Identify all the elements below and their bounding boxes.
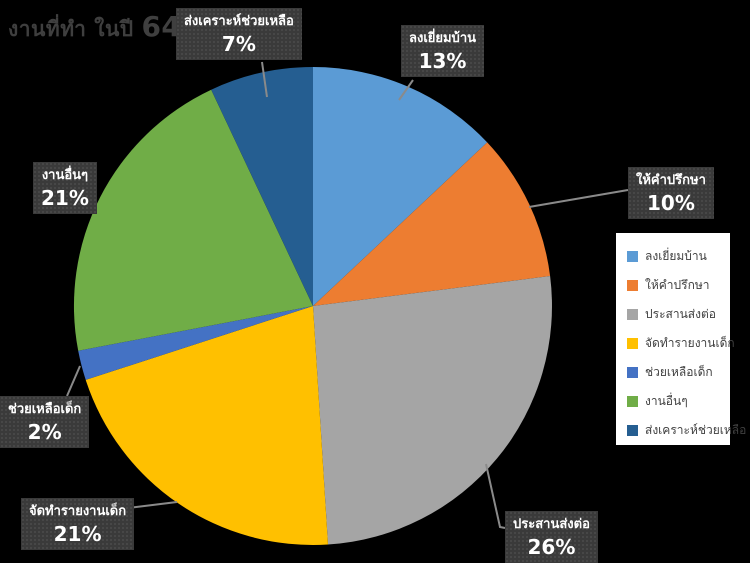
- data-label-child-reports: จัดทำรายงานเด็ก 21%: [21, 498, 135, 550]
- legend-swatch: [627, 367, 638, 378]
- pie-slice-0: [313, 67, 488, 306]
- pie-slice-5: [73, 89, 313, 351]
- pie-slice-1: [313, 142, 551, 306]
- data-label-value: 13%: [418, 48, 467, 73]
- legend-item: ลงเยี่ยมบ้าน: [627, 242, 726, 271]
- chart-title: งานที่ทำ ในปี 64: [8, 10, 181, 46]
- legend-swatch: [627, 338, 638, 349]
- legend-label: ส่งเคราะห์ช่วยเหลือ: [645, 423, 747, 437]
- legend-item: ให้คำปรึกษา: [627, 271, 726, 300]
- legend-swatch: [627, 396, 638, 407]
- legend-label: จัดทำรายงานเด็ก: [645, 336, 735, 350]
- legend: ลงเยี่ยมบ้าน ให้คำปรึกษา ประสานส่งต่อ จั…: [616, 233, 746, 445]
- data-label-counseling: ให้คำปรึกษา 10%: [628, 167, 714, 219]
- legend-item: จัดทำรายงานเด็ก: [627, 329, 735, 358]
- data-label-name: ลงเยี่ยมบ้าน: [409, 31, 476, 46]
- leader-line-13: [398, 79, 414, 101]
- legend-swatch: [627, 425, 638, 436]
- data-label-name: ส่งเคราะห์ช่วยเหลือ: [184, 14, 294, 29]
- leader-line-10: [528, 189, 629, 208]
- legend-item: ช่วยเหลือเด็ก: [627, 358, 726, 387]
- data-label-name: จัดทำรายงานเด็ก: [29, 504, 127, 519]
- data-label-value: 2%: [27, 419, 62, 444]
- data-label-referral: ประสานส่งต่อ 26%: [505, 511, 598, 563]
- leader-line-26: [485, 463, 506, 529]
- legend-swatch: [627, 280, 638, 291]
- pie-slices: [73, 66, 552, 545]
- data-label-value: 7%: [221, 31, 256, 56]
- data-label-name: ประสานส่งต่อ: [513, 517, 590, 532]
- data-label-child-help: ช่วยเหลือเด็ก 2%: [0, 396, 90, 448]
- legend-label: ลงเยี่ยมบ้าน: [645, 249, 707, 263]
- pie-slice-2: [313, 276, 552, 545]
- legend-label: งานอื่นๆ: [645, 394, 688, 408]
- data-label-value: 21%: [41, 185, 89, 210]
- leader-lines: [66, 61, 629, 529]
- legend-item: ประสานส่งต่อ: [627, 300, 726, 329]
- pie-slice-3: [85, 306, 328, 545]
- data-label-value: 21%: [53, 521, 102, 546]
- data-label-value: 26%: [527, 534, 576, 559]
- data-label-name: ให้คำปรึกษา: [636, 173, 706, 188]
- chart-title-year: 64: [141, 10, 182, 43]
- data-label-home-visits: ลงเยี่ยมบ้าน 13%: [401, 25, 484, 77]
- pie-slice-4: [78, 306, 313, 380]
- data-label-name: ช่วยเหลือเด็ก: [8, 402, 82, 417]
- legend-label: ให้คำปรึกษา: [645, 278, 710, 292]
- legend-label: ช่วยเหลือเด็ก: [645, 365, 713, 379]
- leader-line-2: [66, 365, 81, 397]
- data-label-name: งานอื่นๆ: [41, 168, 89, 183]
- legend-swatch: [627, 309, 638, 320]
- legend-swatch: [627, 251, 638, 262]
- data-label-welfare-aid: ส่งเคราะห์ช่วยเหลือ 7%: [176, 8, 302, 60]
- chart-title-text: งานที่ทำ ในปี: [8, 17, 142, 41]
- data-label-other-work: งานอื่นๆ 21%: [33, 162, 97, 214]
- data-label-value: 10%: [647, 190, 695, 215]
- legend-label: ประสานส่งต่อ: [645, 307, 716, 321]
- pie-slice-6: [211, 66, 313, 306]
- legend-item: งานอื่นๆ: [627, 387, 726, 416]
- leader-line-7: [261, 61, 268, 98]
- legend-item: ส่งเคราะห์ช่วยเหลือ: [627, 416, 746, 445]
